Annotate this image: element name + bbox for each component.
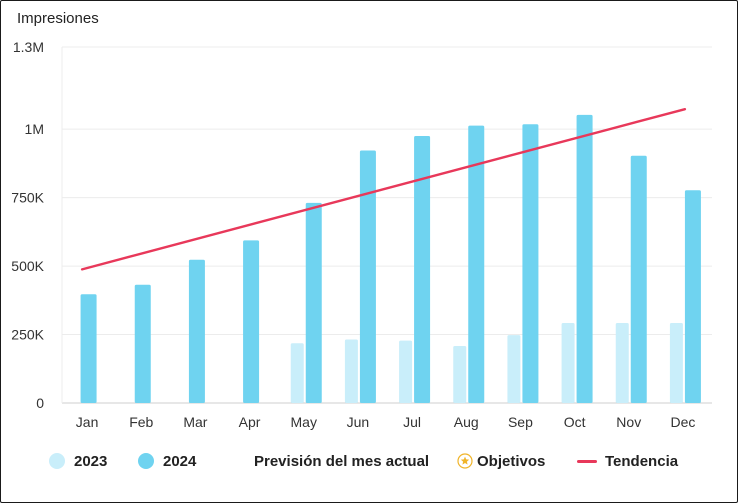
y-tick-label: 250K [11,327,44,343]
bar-2024[interactable] [468,125,485,404]
legend-item-forecast[interactable]: Previsión del mes actual [254,448,429,474]
y-tick-label: 1.3M [13,39,44,55]
bar-2024[interactable] [188,259,205,403]
bar-2023[interactable] [344,339,358,403]
bar-2024[interactable] [684,190,701,403]
legend-item-2024[interactable]: 2024 [138,448,196,474]
bar-2024[interactable] [80,294,97,403]
bar-2023[interactable] [507,335,521,403]
bar-2023[interactable] [290,343,304,403]
bars-2024 [80,114,701,404]
x-tick-label: Feb [129,414,153,430]
star-icon [457,453,473,469]
trend-layer [80,107,687,271]
x-tick-label: May [291,414,317,430]
legend-item-objectives[interactable]: Objetivos [457,448,545,474]
legend-label-2024: 2024 [163,452,197,470]
x-tick-label: Oct [564,414,586,430]
legend-label-objectives: Objetivos [477,452,546,470]
x-tick-label: Aug [454,414,479,430]
bars-2023 [290,323,683,403]
legend-label-trend: Tendencia [605,452,679,470]
x-tick-label: Jan [76,414,99,430]
trend-line [80,107,687,271]
x-tick-label: Nov [616,414,641,430]
legend-swatch-trend [577,459,597,463]
bar-2024[interactable] [359,150,376,403]
bar-2023[interactable] [615,323,629,403]
bar-2023[interactable] [399,340,413,403]
y-tick-label: 0 [36,395,44,411]
bar-2024[interactable] [243,240,260,403]
x-axis-ticks: Jan Feb Mar Apr May Jun Jul Aug Sep Oct Nov Dec [76,414,696,430]
x-tick-label: Apr [239,414,261,430]
bar-2024[interactable] [522,124,539,404]
x-tick-label: Dec [670,414,695,430]
bar-2023[interactable] [561,323,575,403]
grid-lines [61,46,712,404]
x-tick-label: Jul [403,414,421,430]
x-tick-label: Mar [183,414,207,430]
x-tick-label: Sep [508,414,533,430]
bar-2024[interactable] [414,136,431,403]
y-axis-title: Impresiones [17,10,99,27]
legend-item-trend[interactable]: Tendencia [577,448,678,474]
bar-2024[interactable] [630,155,647,403]
y-tick-label: 1M [25,121,44,137]
bar-2024[interactable] [134,284,151,403]
bar-2024[interactable] [305,202,322,403]
bar-2023[interactable] [453,346,467,403]
bar-2024[interactable] [576,114,593,403]
legend-label-2023: 2023 [74,452,108,470]
y-tick-label: 500K [11,258,44,274]
legend-swatch-2024 [138,453,154,469]
x-tick-label: Jun [347,414,370,430]
legend-item-2023[interactable]: 2023 [49,448,107,474]
bar-2023[interactable] [669,323,683,403]
legend-swatch-2023 [49,453,65,469]
chart-legend: 2023 2024 Previsión del mes actual Objet… [0,448,738,474]
y-tick-label: 750K [11,190,44,206]
legend-label-forecast: Previsión del mes actual [254,452,430,470]
y-axis-ticks: 0 250K 500K 750K 1M 1.3M [11,39,44,411]
